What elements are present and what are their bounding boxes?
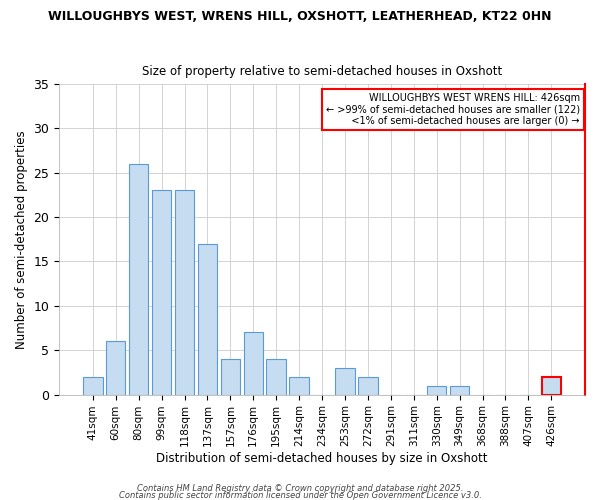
Bar [244,332,263,394]
Bar [152,190,172,394]
Bar [221,359,240,394]
Bar [289,377,309,394]
Bar [542,377,561,394]
Title: Size of property relative to semi-detached houses in Oxshott: Size of property relative to semi-detach… [142,66,502,78]
Bar [106,342,125,394]
Bar [335,368,355,394]
Bar [175,190,194,394]
Bar [266,359,286,394]
Bar [83,377,103,394]
Text: Contains public sector information licensed under the Open Government Licence v3: Contains public sector information licen… [119,490,481,500]
Bar [427,386,446,394]
Text: Contains HM Land Registry data © Crown copyright and database right 2025.: Contains HM Land Registry data © Crown c… [137,484,463,493]
Bar [358,377,377,394]
Bar [197,244,217,394]
Text: WILLOUGHBYS WEST, WRENS HILL, OXSHOTT, LEATHERHEAD, KT22 0HN: WILLOUGHBYS WEST, WRENS HILL, OXSHOTT, L… [48,10,552,23]
Bar [129,164,148,394]
X-axis label: Distribution of semi-detached houses by size in Oxshott: Distribution of semi-detached houses by … [157,452,488,465]
Bar [450,386,469,394]
Y-axis label: Number of semi-detached properties: Number of semi-detached properties [15,130,28,348]
Text: WILLOUGHBYS WEST WRENS HILL: 426sqm
← >99% of semi-detached houses are smaller (: WILLOUGHBYS WEST WRENS HILL: 426sqm ← >9… [326,93,580,126]
